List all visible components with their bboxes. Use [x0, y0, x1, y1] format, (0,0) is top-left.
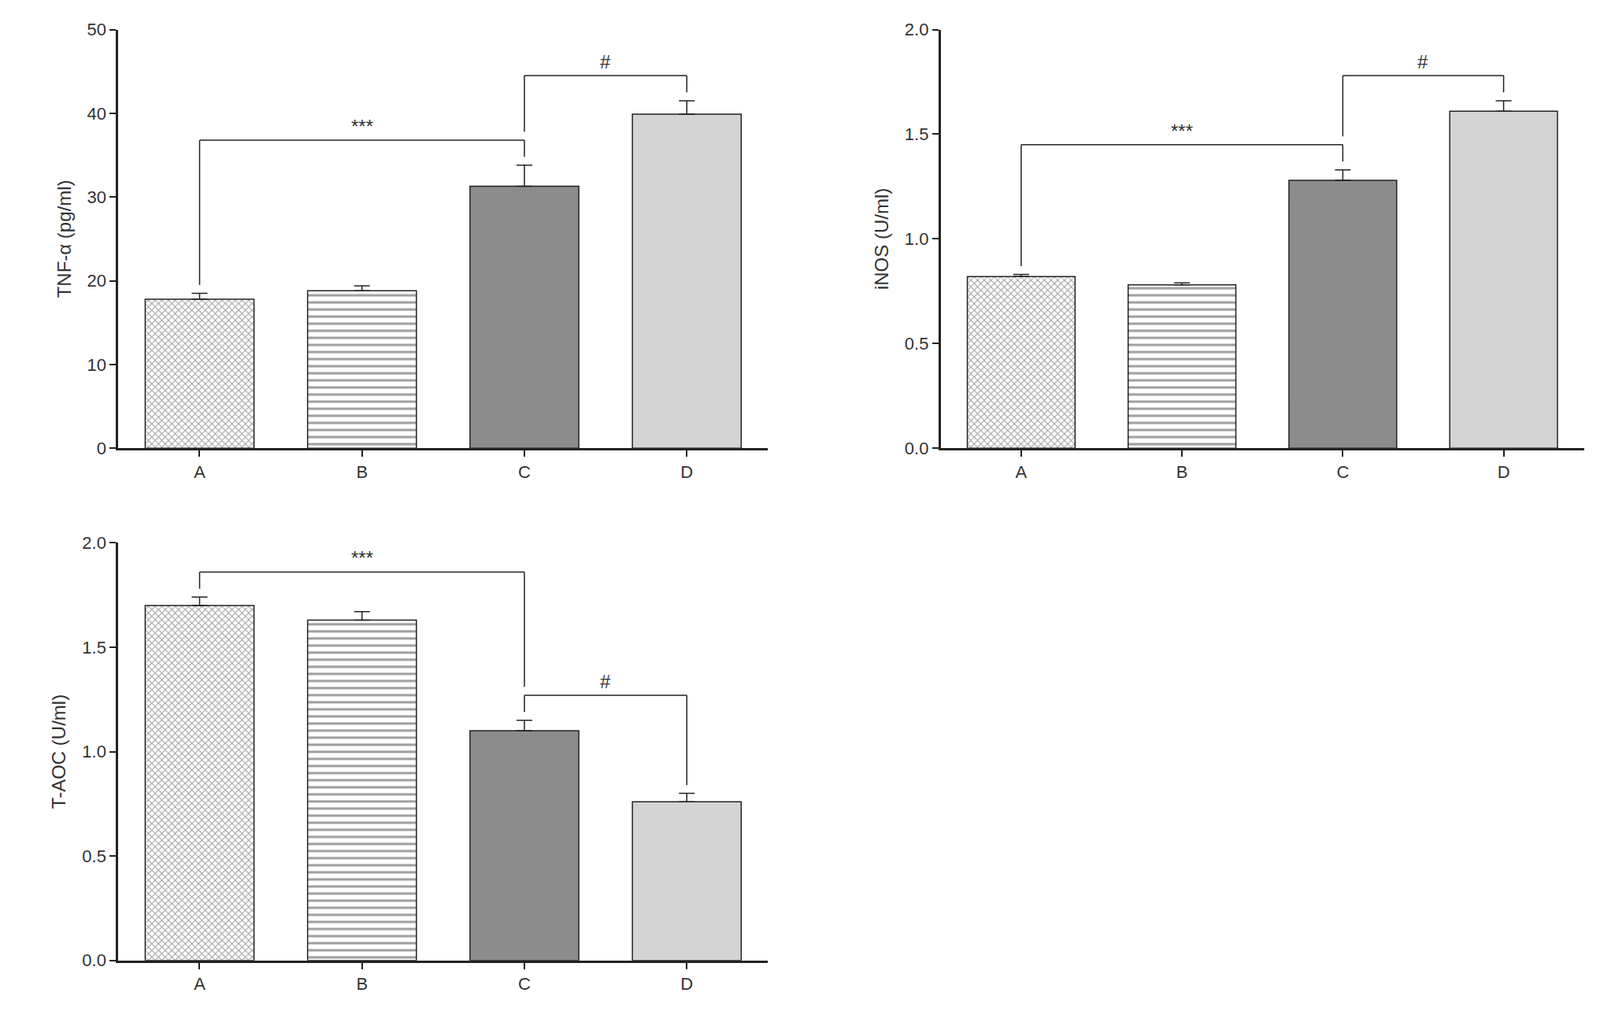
svg-text:D: D	[680, 974, 693, 994]
svg-text:B: B	[355, 974, 368, 994]
svg-text:B: B	[355, 462, 368, 482]
svg-text:30: 30	[86, 187, 106, 208]
svg-text:0.5: 0.5	[81, 846, 107, 867]
svg-text:C: C	[518, 974, 531, 994]
svg-text:#: #	[600, 51, 612, 73]
svg-text:D: D	[680, 462, 693, 482]
svg-text:***: ***	[351, 547, 374, 569]
svg-text:C: C	[1336, 462, 1349, 482]
svg-text:0: 0	[96, 438, 107, 459]
svg-text:1.0: 1.0	[904, 229, 930, 249]
svg-text:1.5: 1.5	[904, 124, 930, 145]
svg-text:A: A	[193, 462, 206, 482]
svg-text:A: A	[1015, 462, 1028, 482]
svg-text:40: 40	[86, 103, 106, 124]
svg-text:#: #	[1417, 51, 1429, 73]
svg-text:C: C	[518, 462, 531, 482]
svg-text:10: 10	[86, 355, 106, 375]
svg-text:2.0: 2.0	[81, 533, 107, 553]
svg-text:D: D	[1497, 462, 1511, 482]
svg-text:A: A	[193, 974, 206, 994]
svg-text:20: 20	[86, 270, 106, 291]
svg-text:***: ***	[1170, 120, 1193, 142]
svg-text:1.0: 1.0	[81, 741, 107, 762]
svg-text:B: B	[1176, 462, 1189, 482]
svg-text:0.0: 0.0	[81, 950, 107, 971]
svg-text:50: 50	[86, 19, 106, 40]
svg-text:***: ***	[351, 115, 374, 138]
svg-text:0.5: 0.5	[904, 333, 930, 354]
svg-text:TNF-α (pg/ml): TNF-α (pg/ml)	[53, 179, 75, 298]
svg-text:0.0: 0.0	[904, 438, 930, 459]
svg-text:iNOS (U/ml): iNOS (U/ml)	[870, 188, 893, 290]
svg-text:2.0: 2.0	[904, 19, 930, 40]
svg-text:1.5: 1.5	[81, 637, 107, 658]
svg-text:#: #	[600, 670, 612, 693]
svg-text:T-AOC (U/ml): T-AOC (U/ml)	[48, 694, 70, 809]
